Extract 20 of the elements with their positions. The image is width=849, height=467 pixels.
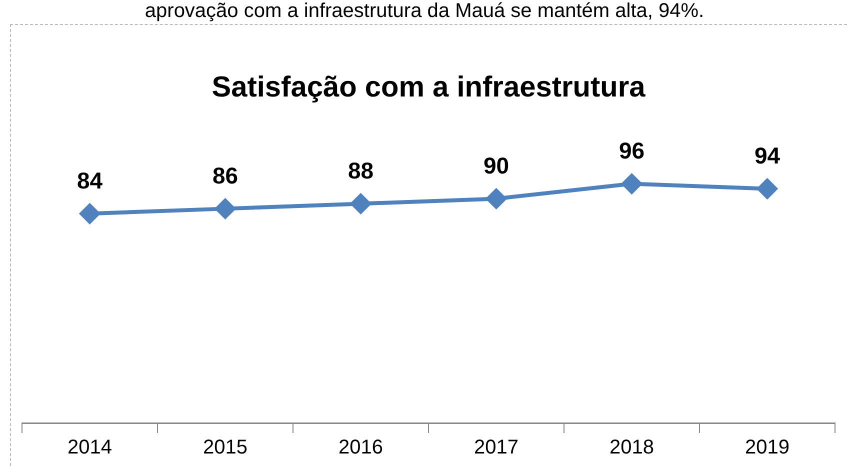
x-tick-label: 2014 <box>68 436 112 459</box>
x-tick-label: 2015 <box>203 436 248 459</box>
x-tick-label: 2018 <box>610 436 654 459</box>
x-tick-label: 2019 <box>745 436 790 459</box>
x-tick-label: 2016 <box>338 436 383 459</box>
data-label: 90 <box>483 152 510 179</box>
point <box>486 188 506 209</box>
point <box>80 204 100 224</box>
point <box>622 174 642 194</box>
point <box>350 194 371 214</box>
point <box>757 178 778 199</box>
data-label: 96 <box>618 138 645 164</box>
chart-title: Satisfação com a infraestrutura <box>212 71 646 104</box>
data-label: 88 <box>348 158 374 184</box>
text: aprovação com a infraestrutura da Mauá se mantém alta, 94%. <box>144 0 706 22</box>
data-label: 86 <box>212 162 238 189</box>
data-label: 94 <box>754 142 780 169</box>
point <box>215 198 236 219</box>
data-label: 84 <box>76 168 103 194</box>
x-tick-label: 2017 <box>474 436 518 459</box>
